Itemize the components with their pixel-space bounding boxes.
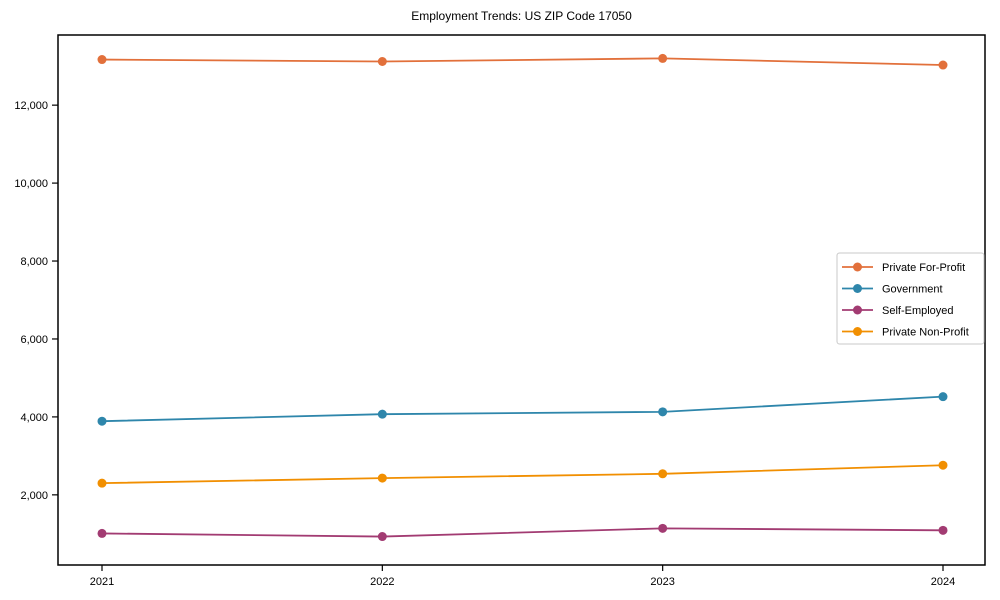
series-line xyxy=(101,395,944,423)
data-point xyxy=(97,55,107,65)
legend-item-label: Government xyxy=(882,284,943,296)
data-point xyxy=(658,469,668,479)
data-point xyxy=(938,392,948,402)
data-point xyxy=(938,525,948,535)
series-line xyxy=(101,57,944,66)
data-point xyxy=(377,532,387,542)
legend-box xyxy=(836,252,985,345)
data-point xyxy=(377,57,387,66)
legend-marker-dot xyxy=(853,327,862,336)
data-point xyxy=(658,407,668,417)
data-point xyxy=(938,460,948,470)
x-tick-label: 2023 xyxy=(650,576,674,588)
legend-item-label: Private For-Profit xyxy=(882,262,965,274)
data-point xyxy=(97,478,107,488)
x-tick-label: 2024 xyxy=(931,576,955,588)
legend-item-label: Self-Employed xyxy=(882,305,954,317)
data-point xyxy=(97,528,107,538)
data-point xyxy=(377,473,387,483)
x-tick-label: 2022 xyxy=(370,576,394,588)
y-tick-label: 2,000 xyxy=(20,490,48,502)
series-line xyxy=(101,527,944,538)
data-point xyxy=(658,523,668,533)
legend-marker-dot xyxy=(853,284,862,293)
y-tick-label: 10,000 xyxy=(14,178,48,190)
plot-border xyxy=(57,34,986,566)
data-point xyxy=(938,60,948,70)
chart-title: Employment Trends: US ZIP Code 17050 xyxy=(411,9,632,23)
legend-marker-dot xyxy=(853,305,862,315)
y-tick-label: 4,000 xyxy=(20,412,48,424)
y-tick-label: 12,000 xyxy=(14,100,48,112)
data-point xyxy=(377,409,387,419)
data-point xyxy=(97,416,107,426)
x-tick-label: 2021 xyxy=(90,576,114,588)
data-point xyxy=(658,53,668,63)
legend-item-label: Private Non-Profit xyxy=(882,327,969,339)
y-tick-label: 6,000 xyxy=(20,334,48,346)
y-tick-label: 8,000 xyxy=(20,256,48,268)
legend-marker-dot xyxy=(853,262,862,272)
series-line xyxy=(101,464,944,485)
